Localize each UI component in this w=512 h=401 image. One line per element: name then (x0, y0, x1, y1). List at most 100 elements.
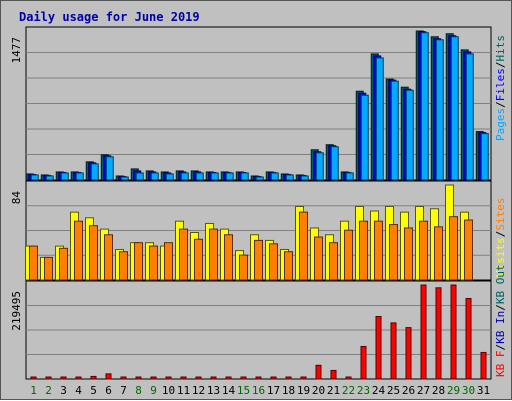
bar-pages (30, 174, 39, 181)
legend-separator: / (494, 101, 507, 108)
x-tick-label: 16 (252, 384, 265, 397)
bar-sites (209, 228, 218, 281)
x-tick-label: 7 (120, 384, 127, 397)
bar-pages (165, 173, 174, 181)
legend-item-files: Files (494, 68, 507, 101)
bar-pages (270, 172, 279, 181)
bar-kb-f (150, 376, 157, 380)
legend-item-kb-f: KB F (494, 351, 507, 378)
bar-kb-f (240, 376, 247, 380)
bar-pages (195, 172, 204, 181)
ymax-label-bottom: 219495 (10, 291, 23, 331)
bar-kb-f (105, 373, 112, 380)
bar-sites (29, 245, 38, 281)
x-tick-label: 22 (342, 384, 355, 397)
bar-sites (374, 220, 383, 281)
bar-kb-f (405, 327, 412, 380)
legend-separator: / (494, 304, 507, 311)
bar-sites (59, 247, 68, 281)
x-tick-label: 24 (372, 384, 386, 397)
x-tick-label: 5 (90, 384, 97, 397)
legend-item-pages: Pages (494, 108, 507, 141)
bar-pages (405, 89, 414, 181)
bar-kb-f (165, 376, 172, 380)
x-tick-label: 29 (447, 384, 460, 397)
bar-sites (179, 228, 188, 281)
bar-pages (435, 39, 444, 181)
legend-item-sites: Sites (494, 198, 507, 231)
bar-sites (74, 220, 83, 281)
bar-pages (420, 32, 429, 181)
x-tick-label: 23 (357, 384, 370, 397)
bar-kb-f (180, 376, 187, 380)
bar-sites (344, 229, 353, 281)
bar-sites (434, 226, 443, 281)
bar-sites (149, 245, 158, 281)
bar-kb-f (285, 376, 292, 380)
x-tick-label: 31 (477, 384, 490, 397)
bars-layer (25, 30, 489, 380)
x-tick-label: 12 (192, 384, 205, 397)
bar-sites (269, 243, 278, 281)
x-tick-label: 8 (135, 384, 142, 397)
bar-pages (210, 172, 219, 181)
bar-kb-f (45, 376, 52, 380)
bar-pages (360, 94, 369, 181)
x-tick-label: 1 (30, 384, 37, 397)
legend-item-kb-out: KB Out (494, 264, 507, 304)
bar-kb-f (30, 376, 37, 380)
bar-pages (60, 172, 69, 181)
x-tick-label: 30 (462, 384, 475, 397)
legend-middle: Visits/Sites (494, 198, 507, 278)
bar-kb-f (120, 376, 127, 380)
bar-kb-f (210, 376, 217, 380)
legend-separator: / (494, 231, 507, 238)
bar-pages (105, 156, 114, 181)
bar-sites (164, 242, 173, 281)
bar-kb-f (480, 351, 487, 380)
bar-sites (359, 220, 368, 281)
x-tick-label: 25 (387, 384, 400, 397)
x-tick-label: 26 (402, 384, 415, 397)
bar-pages (150, 172, 159, 181)
bar-sites (119, 251, 128, 281)
bar-sites (284, 251, 293, 281)
chart-title: Daily usage for June 2019 (19, 10, 200, 24)
bar-kb-f (465, 297, 472, 380)
bar-sites (89, 225, 98, 281)
labels-layer: 1477Pages/Files/Hits84Visits/Sites219495… (10, 35, 507, 397)
bar-kb-f (345, 376, 352, 380)
x-tick-label: 17 (267, 384, 280, 397)
bar-kb-f (270, 376, 277, 380)
bar-kb-f (225, 376, 232, 380)
bar-kb-f (315, 364, 322, 380)
x-tick-label: 15 (237, 384, 250, 397)
legend-item-kb-in: KB In (494, 311, 507, 344)
bar-sites (44, 256, 53, 281)
bar-kb-f (435, 287, 442, 380)
bar-pages (300, 175, 309, 181)
x-tick-label: 3 (60, 384, 67, 397)
bar-pages (315, 152, 324, 181)
bar-pages (285, 174, 294, 181)
bar-kb-f (390, 322, 397, 380)
bar-kb-f (300, 376, 307, 380)
bar-kb-f (375, 315, 382, 380)
legend-separator: / (494, 344, 507, 351)
x-tick-label: 27 (417, 384, 430, 397)
bar-kb-f (450, 284, 457, 380)
bar-sites (134, 242, 143, 281)
legend-item-visits: Visits (494, 237, 507, 277)
bar-sites (194, 238, 203, 281)
bar-pages (330, 146, 339, 181)
bar-sites (314, 236, 323, 281)
bar-pages (90, 163, 99, 181)
ymax-label-middle: 84 (10, 191, 23, 205)
bar-kb-f (255, 376, 262, 380)
bar-pages (225, 172, 234, 181)
bar-kb-f (90, 375, 97, 380)
x-tick-label: 20 (312, 384, 325, 397)
x-tick-label: 13 (207, 384, 220, 397)
